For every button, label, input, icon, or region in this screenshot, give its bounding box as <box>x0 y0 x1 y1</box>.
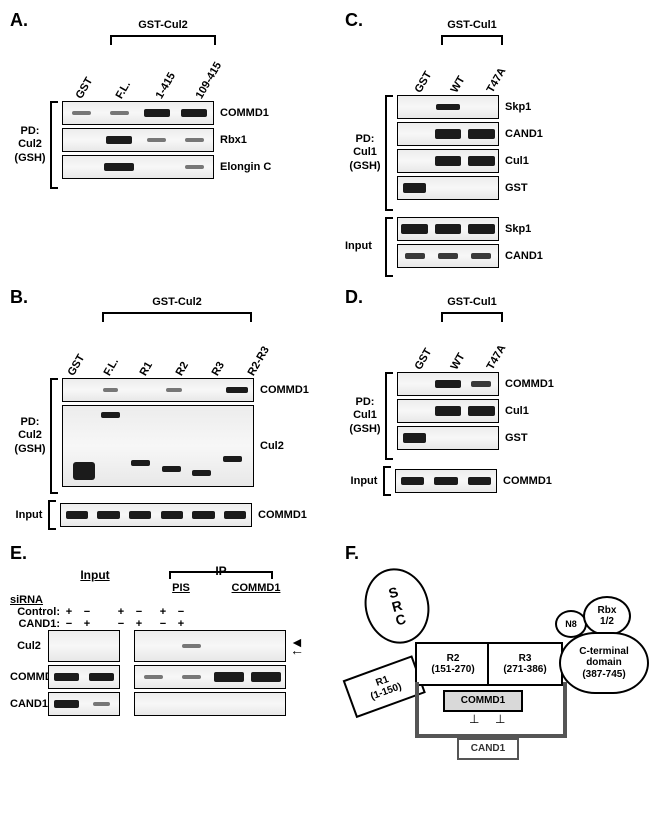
e-in-cul2 <box>48 630 120 662</box>
lane-gst: GST <box>74 66 101 101</box>
sirna-control: Control: <box>10 606 60 618</box>
panel-d: D. GST-Cul1 GST WT T47A PD: Cul1(GSH) CO… <box>345 287 650 533</box>
e-input-hdr: Input <box>60 568 130 582</box>
gst-cul1-label-d: GST-Cul1 <box>447 296 497 308</box>
blot-a-rbx1 <box>62 128 214 152</box>
sirna-label: siRNA <box>10 594 325 606</box>
b-lane-r2r3: R2-R3 <box>246 346 271 378</box>
d-lane-t47a: T47A <box>485 340 510 372</box>
cand1-bracket <box>415 682 567 738</box>
e-row-cul2: Cul2 <box>10 640 48 652</box>
row-a-commd1: COMMD1 <box>220 107 269 119</box>
sirna-cand1: CAND1: <box>10 618 60 630</box>
panel-e-label: E. <box>10 543 325 564</box>
panel-c-label: C. <box>345 10 650 31</box>
pd-cul1-label-d: PD: Cul1(GSH) <box>345 372 385 460</box>
b-row-commd1: COMMD1 <box>260 384 309 396</box>
b-input-label: Input <box>10 509 48 521</box>
lane-109415: 109-415 <box>194 66 221 101</box>
pd-cul1-label-c: PD: Cul1(GSH) <box>345 95 385 211</box>
c-lane-gst: GST <box>413 63 438 95</box>
blunt-right-icon: ⊥ <box>495 712 505 726</box>
gst-cul2-label: GST-Cul2 <box>138 19 188 31</box>
d-lane-gst: GST <box>413 340 438 372</box>
d-lane-wt: WT <box>449 340 474 372</box>
d-row-cul1: Cul1 <box>505 405 529 417</box>
panel-a: A. GST-Cul2 GST F.L. 1-415 109-415 PD: C… <box>10 10 325 277</box>
panel-f-label: F. <box>345 543 650 564</box>
d-row-gst: GST <box>505 432 528 444</box>
panel-b: B. GST-Cul2 GST F.L. R1 R2 R3 R2-R3 PD: … <box>10 287 325 533</box>
b-lane-r3: R3 <box>210 346 235 378</box>
r2-box: R2 (151-270) <box>415 642 491 686</box>
e-ip-cul2 <box>134 630 286 662</box>
b-blot-commd1 <box>62 378 254 402</box>
e-ip-commd1 <box>134 665 286 689</box>
b-lane-gst: GST <box>66 346 91 378</box>
e-commd1-col: COMMD1 <box>216 582 296 594</box>
c-blot-cul1 <box>397 149 499 173</box>
blot-a-elonginc <box>62 155 214 179</box>
c-lane-t47a: T47A <box>485 63 510 95</box>
b-in-commd1-lbl: COMMD1 <box>258 509 307 521</box>
r1-box: R1 (1-150) <box>343 655 426 718</box>
panel-c: C. GST-Cul1 GST WT T47A PD: Cul1(GSH) Sk… <box>345 10 650 277</box>
b-row-cul2: Cul2 <box>260 440 284 452</box>
e-in-commd1 <box>48 665 120 689</box>
c-row-cul1: Cul1 <box>505 155 529 167</box>
c-row-skp1: Skp1 <box>505 101 531 113</box>
lane-fl: F.L. <box>114 66 141 101</box>
e-ip-cand1 <box>134 692 286 716</box>
b-blot-cul2 <box>62 405 254 487</box>
blunt-left-icon: ⊥ <box>469 712 479 726</box>
b-in-commd1 <box>60 503 252 527</box>
c-blot-gst <box>397 176 499 200</box>
panel-f: F. S R C R1 (1-150) R2 (151-270) R3 (271… <box>345 543 650 778</box>
diagram-f: S R C R1 (1-150) R2 (151-270) R3 (271-38… <box>345 568 645 778</box>
pd-cul2-label-b: PD: Cul2(GSH) <box>10 378 50 494</box>
pd-cul2-label: PD: Cul2(GSH) <box>10 101 50 189</box>
c-lane-wt: WT <box>449 63 474 95</box>
d-blot-commd1 <box>397 372 499 396</box>
e-row-cand1: CAND1 <box>10 698 48 710</box>
lane-1415: 1-415 <box>154 66 181 101</box>
d-in-commd1-lbl: COMMD1 <box>503 475 552 487</box>
panel-d-label: D. <box>345 287 650 308</box>
gst-cul1-label-c: GST-Cul1 <box>447 19 497 31</box>
c-row-gst: GST <box>505 182 528 194</box>
c-blot-cand1 <box>397 122 499 146</box>
cterm-box: C-terminal domain (387-745) <box>559 632 649 694</box>
d-blot-gst <box>397 426 499 450</box>
d-blot-cul1 <box>397 399 499 423</box>
c-row-cand1: CAND1 <box>505 128 543 140</box>
r3-box: R3 (271-386) <box>487 642 563 686</box>
b-lane-r2: R2 <box>174 346 199 378</box>
gst-cul2-label-b: GST-Cul2 <box>152 296 202 308</box>
d-row-commd1: COMMD1 <box>505 378 554 390</box>
blot-a-commd1 <box>62 101 214 125</box>
c-blot-skp1 <box>397 95 499 119</box>
row-a-rbx1: Rbx1 <box>220 134 247 146</box>
e-row-commd1: COMMD1 <box>10 671 48 683</box>
rbx-oval: Rbx 1/2 <box>583 596 631 636</box>
cand1-label: CAND1 <box>457 738 519 760</box>
cul2-arrows: ◄ ← <box>290 638 304 655</box>
src-oval: S R C <box>356 561 437 651</box>
d-in-commd1 <box>395 469 497 493</box>
c-in-cand1 <box>397 244 499 268</box>
panel-e: E. Input IP PIS COMMD1 siRNA Control: +−… <box>10 543 325 778</box>
c-in-cand1-lbl: CAND1 <box>505 250 543 262</box>
e-pis: PIS <box>146 582 216 594</box>
b-lane-r1: R1 <box>138 346 163 378</box>
row-a-elonginc: Elongin C <box>220 161 271 173</box>
e-in-cand1 <box>48 692 120 716</box>
c-in-skp1-lbl: Skp1 <box>505 223 531 235</box>
arrow-lower-icon: ← <box>290 646 304 654</box>
c-input-label: Input <box>345 217 385 277</box>
b-lane-fl: F.L. <box>102 346 127 378</box>
figure-grid: A. GST-Cul2 GST F.L. 1-415 109-415 PD: C… <box>10 10 650 778</box>
c-in-skp1 <box>397 217 499 241</box>
d-input-label: Input <box>345 475 383 487</box>
